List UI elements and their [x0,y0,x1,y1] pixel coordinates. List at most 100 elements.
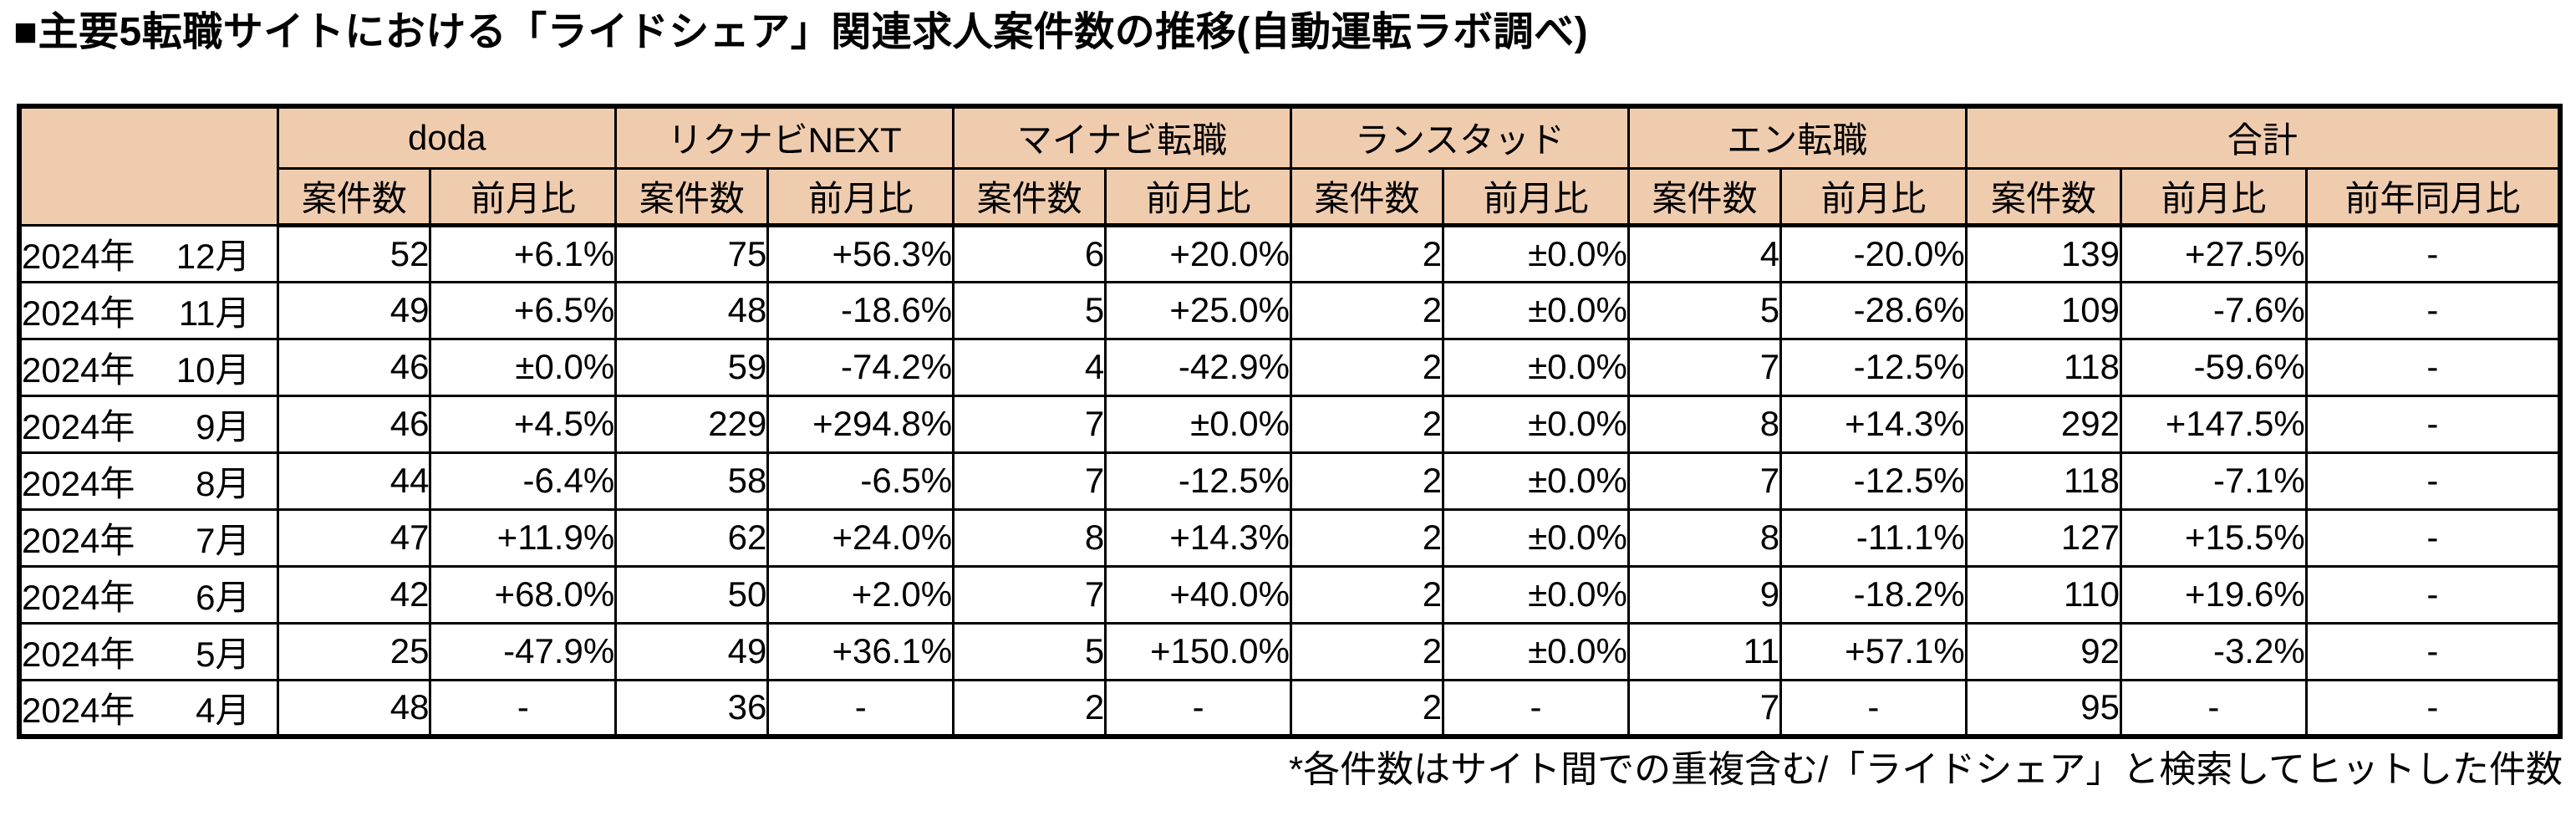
value-cell: 50 [614,564,770,625]
value-cell: 46 [277,337,432,397]
value-cell: - [1104,678,1292,738]
value-cell: +150.0% [1104,621,1292,681]
value-cell: - [766,678,955,738]
value-cell: 59 [614,337,770,397]
value-cell: ±0.0% [1442,223,1630,283]
value-cell: 118 [1964,451,2122,511]
year-label: 2024年 [22,690,135,730]
value-cell: 229 [614,394,770,454]
value-cell: -18.2% [1779,564,1968,625]
year-label: 2024年 [22,577,135,617]
value-cell: ±0.0% [1442,507,1630,568]
month-label: 6月 [196,577,251,617]
year-label: 2024年 [22,349,135,390]
value-cell: -3.2% [2119,621,2308,681]
value-cell: ±0.0% [1442,564,1630,625]
column-group-label: リクナビNEXT [614,105,955,170]
column-subheader: 案件数 [1627,166,1783,227]
table-row: 2024年 10月 46 ±0.0% 59 -74.2% 4 -42.9% 2 ±0.0% 7 -12… [18,337,2562,397]
table-row: 2024年 6月 42 +68.0% 50 +2.0% 7 +40.0% 2 ±0.0% 9 -18.… [18,564,2562,625]
corner-cell [18,105,280,227]
value-cell: 5 [952,621,1107,681]
value-cell: - [2304,394,2562,454]
page-title: ■主要5転職サイトにおける「ライドシェア」関連求人案件数の推移(自動運転ラボ調べ… [13,10,1589,54]
column-subheader: 案件数 [1964,166,2122,227]
column-subheader: 前月比 [1442,166,1630,227]
value-cell: 2 [1289,223,1445,283]
column-subheader: 前月比 [1104,166,1292,227]
value-cell: -74.2% [766,337,955,397]
value-cell: 44 [277,451,432,511]
value-cell: 47 [277,507,432,568]
month-cell: 2024年 8月 [18,451,280,511]
column-group-label: doda [277,105,618,170]
value-cell: 48 [277,678,432,738]
value-cell: -42.9% [1104,337,1292,397]
year-label: 2024年 [22,634,135,674]
value-cell: 4 [1627,223,1783,283]
value-cell: -59.6% [2119,337,2308,397]
column-subheader: 前年同月比 [2304,166,2562,227]
value-cell: 2 [1289,451,1445,511]
table-row: 2024年 9月 46 +4.5% 229 +294.8% 7 ±0.0% 2 ±0.0% 8 +14… [18,394,2562,454]
value-cell: +14.3% [1104,507,1292,568]
value-cell: 2 [952,678,1107,738]
value-cell: 7 [1627,451,1783,511]
value-cell: -12.5% [1779,337,1968,397]
month-label: 9月 [196,406,251,446]
value-cell: -18.6% [766,280,955,340]
value-cell: 8 [952,507,1107,568]
column-group-label: ランスタッド [1289,105,1630,170]
footnote: *各件数はサイト間での重複含む/「ライドシェア」と検索してヒットした件数 [1288,749,2563,790]
value-cell: +68.0% [429,564,618,625]
month-label: 11月 [178,293,251,333]
value-cell: -47.9% [429,621,618,681]
table-row: 2024年 8月 44 -6.4% 58 -6.5% 7 -12.5% 2 ±0.0% 7 -12.5… [18,451,2562,511]
month-label: 12月 [176,236,251,276]
value-cell: ±0.0% [1442,280,1630,340]
value-cell: - [2304,223,2562,283]
value-cell: -6.4% [429,451,618,511]
value-cell: 2 [1289,564,1445,625]
month-cell: 2024年 12月 [18,223,280,283]
value-cell: ±0.0% [1442,621,1630,681]
value-cell: +25.0% [1104,280,1292,340]
value-cell: 118 [1964,337,2122,397]
month-label: 5月 [196,634,251,674]
value-cell: 2 [1289,337,1445,397]
table-header: doda リクナビNEXT マイナビ転職 ランスタッド エン転職 合計 案件数 前月比 案件数… [18,105,2562,227]
value-cell: +19.6% [2119,564,2308,625]
month-label: 4月 [196,690,251,730]
column-subheader: 案件数 [1289,166,1445,227]
value-cell: 292 [1964,394,2122,454]
value-cell: - [2304,451,2562,511]
value-cell: ±0.0% [1442,337,1630,397]
value-cell: +15.5% [2119,507,2308,568]
value-cell: 7 [952,564,1107,625]
column-subheader: 案件数 [952,166,1107,227]
value-cell: 58 [614,451,770,511]
value-cell: 7 [952,394,1107,454]
value-cell: +56.3% [766,223,955,283]
value-cell: 11 [1627,621,1783,681]
value-cell: 8 [1627,507,1783,568]
column-subheader: 前月比 [1779,166,1968,227]
value-cell: -12.5% [1104,451,1292,511]
column-group-label: エン転職 [1627,105,1968,170]
column-group-label: マイナビ転職 [952,105,1292,170]
value-cell: 2 [1289,507,1445,568]
value-cell: 2 [1289,280,1445,340]
value-cell: +4.5% [429,394,618,454]
value-cell: - [2304,337,2562,397]
value-cell: -20.0% [1779,223,1968,283]
value-cell: +57.1% [1779,621,1968,681]
value-cell: ±0.0% [1104,394,1292,454]
month-cell: 2024年 7月 [18,507,280,568]
value-cell: 110 [1964,564,2122,625]
value-cell: -11.1% [1779,507,1968,568]
value-cell: - [2304,564,2562,625]
month-label: 10月 [176,349,251,390]
column-subheader: 前月比 [766,166,955,227]
value-cell: +147.5% [2119,394,2308,454]
value-cell: 5 [1627,280,1783,340]
